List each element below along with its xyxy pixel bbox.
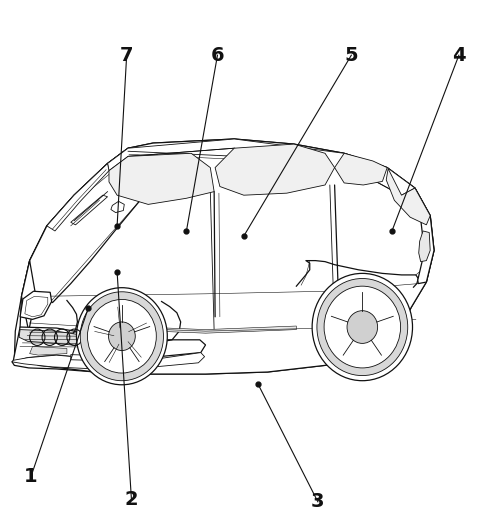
Polygon shape [109,153,214,204]
Circle shape [324,286,401,368]
Polygon shape [22,261,36,331]
Text: 6: 6 [211,45,224,65]
Text: 4: 4 [452,45,466,65]
Polygon shape [111,201,124,213]
Polygon shape [71,355,105,361]
Polygon shape [19,330,148,350]
Polygon shape [28,148,158,303]
Text: 7: 7 [120,45,133,65]
Text: 1: 1 [24,467,38,486]
Text: 2: 2 [125,490,138,509]
Polygon shape [20,139,434,374]
Polygon shape [386,169,430,225]
Polygon shape [13,327,206,362]
Circle shape [87,299,156,373]
Polygon shape [335,153,387,185]
Polygon shape [12,139,434,374]
Polygon shape [108,139,415,195]
Circle shape [80,292,163,381]
Polygon shape [79,324,296,333]
Circle shape [76,288,167,385]
Polygon shape [12,353,205,369]
Circle shape [317,278,408,376]
Polygon shape [20,291,52,319]
Polygon shape [71,195,108,225]
Circle shape [109,322,135,351]
Polygon shape [419,231,430,262]
Text: 5: 5 [345,45,358,65]
Circle shape [347,311,378,343]
Polygon shape [30,346,67,355]
Polygon shape [215,144,335,195]
Polygon shape [409,188,434,284]
Text: 3: 3 [311,492,325,511]
Polygon shape [47,164,109,231]
Circle shape [312,273,413,381]
